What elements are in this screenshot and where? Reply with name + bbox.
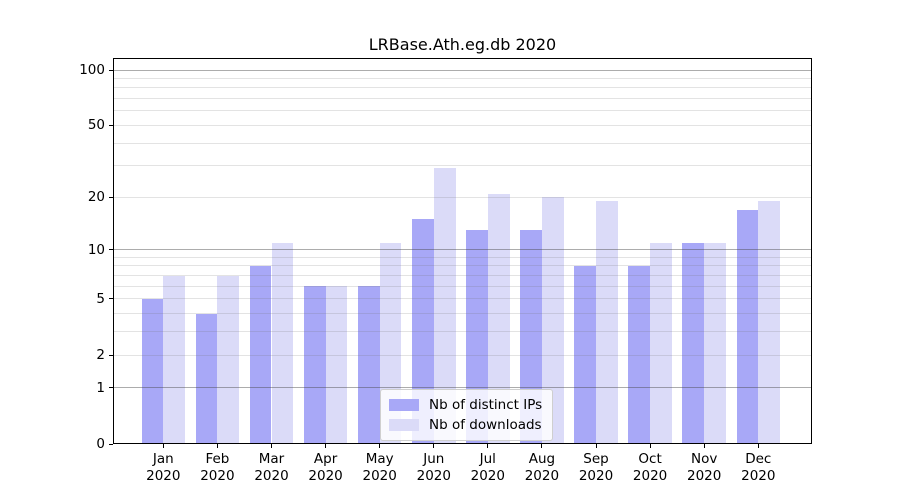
legend: Nb of distinct IPs Nb of downloads [380,389,554,441]
gridline-3 [113,331,812,333]
gridline-70 [113,98,812,100]
legend-row-downloads: Nb of downloads [389,415,542,435]
legend-label-distinct-ips: Nb of distinct IPs [429,397,543,413]
gridline-6 [113,285,812,287]
x-tick-label-may: May 2020 [362,451,397,484]
legend-swatch-downloads [389,419,419,431]
x-tick-label-jan: Jan 2020 [146,451,181,484]
y-tick-label-20: 20 [87,189,105,206]
bar-downloads-jul [487,193,510,444]
bar-ips-dec [736,209,759,444]
x-tick-label-sep: Sep 2020 [578,451,614,484]
gridline-8 [113,265,812,267]
x-tick-mark-sep [595,444,597,448]
x-tick-label-mar: Mar 2020 [254,451,289,484]
gridline-10 [113,249,812,251]
gridline-5 [113,298,812,300]
x-tick-mark-mar [271,444,272,448]
y-tick-label-2: 2 [96,347,105,363]
bar-downloads-sep [596,201,618,444]
bar-downloads-apr [325,286,348,444]
gridline-60 [113,110,812,112]
bar-downloads-jan [163,275,186,444]
bar-downloads-jun [433,168,456,444]
y-tick-mark-5 [109,298,113,300]
legend-row-distinct-ips: Nb of distinct IPs [389,395,542,415]
x-tick-mark-jun [433,444,435,448]
x-tick-mark-oct [649,444,651,448]
bar-ips-jan [141,298,164,444]
x-tick-label-jul: Jul 2020 [470,451,505,484]
y-tick-label-5: 5 [96,290,105,307]
gridline-50 [113,124,812,126]
bar-ips-oct [628,265,651,444]
legend-label-downloads: Nb of downloads [429,417,542,433]
bar-ips-sep [574,265,596,444]
gridline-1 [113,387,812,389]
x-tick-label-dec: Dec 2020 [741,451,776,484]
bar-downloads-feb [217,275,240,444]
x-tick-mark-jan [162,444,164,448]
gridline-2 [113,354,812,356]
bar-downloads-dec [758,201,781,444]
y-tick-label-0: 0 [96,436,105,452]
y-tick-label-100: 100 [79,62,105,78]
y-tick-mark-20 [109,196,113,198]
x-tick-label-oct: Oct 2020 [632,451,668,484]
x-tick-mark-jul [487,444,489,448]
x-tick-label-nov: Nov 2020 [687,451,722,484]
x-tick-mark-feb [216,444,218,448]
legend-swatch-distinct-ips [389,399,419,411]
gridline-20 [113,196,812,198]
bar-ips-mar [249,265,272,444]
bar-ips-apr [303,286,326,444]
gridline-30 [113,165,812,167]
y-tick-mark-50 [109,124,113,126]
y-tick-mark-2 [109,354,113,356]
x-tick-mark-aug [541,444,543,448]
y-tick-label-1: 1 [96,379,105,396]
x-tick-mark-apr [325,444,327,448]
chart-title: LRBase.Ath.eg.db 2020 [368,35,557,54]
gridline-100 [113,69,812,71]
x-tick-label-aug: Aug 2020 [524,451,560,484]
gridline-4 [113,313,812,315]
y-tick-mark-1 [109,387,113,389]
bar-ips-jun [412,219,434,444]
bar-downloads-nov [704,242,726,444]
x-tick-mark-may [379,444,381,448]
gridline-90 [113,77,812,79]
gridline-7 [113,275,812,276]
gridline-80 [113,87,812,89]
x-tick-mark-nov [703,444,705,448]
y-tick-mark-0 [109,443,113,445]
bar-downloads-aug [541,197,564,444]
bar-ips-nov [682,242,705,444]
x-tick-label-apr: Apr 2020 [308,451,343,484]
gridline-40 [113,142,812,144]
plot-area: Nb of distinct IPs Nb of downloads [113,58,812,444]
y-tick-mark-100 [109,69,113,71]
bar-downloads-oct [650,242,672,444]
x-tick-label-jun: Jun 2020 [416,451,451,484]
y-tick-label-50: 50 [87,117,105,134]
gridline-9 [113,256,812,258]
x-tick-mark-dec [757,444,759,448]
x-tick-label-feb: Feb 2020 [200,451,235,484]
bar-ips-feb [195,313,218,444]
y-tick-label-10: 10 [87,241,105,258]
bar-downloads-mar [271,242,294,444]
bar-ips-may [357,286,380,444]
y-tick-mark-10 [109,249,113,251]
